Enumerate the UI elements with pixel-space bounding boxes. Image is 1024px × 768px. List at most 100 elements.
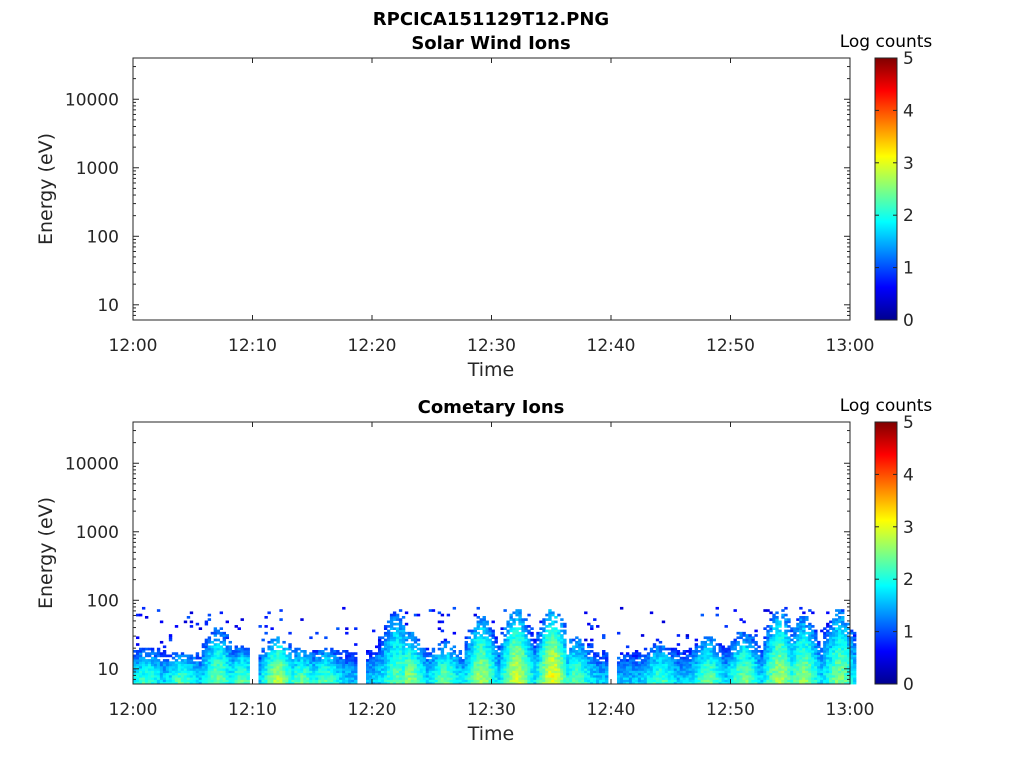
heatmap-cell <box>521 677 525 680</box>
heatmap-cell <box>246 654 250 658</box>
heatmap-cell <box>521 668 525 671</box>
heatmap-cell <box>694 654 699 658</box>
heatmap-cell <box>709 650 713 653</box>
heatmap-cell <box>207 647 212 651</box>
heatmap-cell <box>380 677 385 680</box>
heatmap-cell <box>772 652 776 655</box>
heatmap-cell <box>805 652 809 655</box>
heatmap-cell <box>784 681 788 685</box>
heatmap-cell <box>354 670 358 674</box>
heatmap-cell <box>757 654 761 658</box>
heatmap-cell <box>318 677 322 680</box>
heatmap-cell <box>817 643 821 646</box>
heatmap-cell <box>243 681 247 685</box>
heatmap-cell <box>488 654 492 658</box>
heatmap-cell <box>294 663 298 667</box>
heatmap-cell <box>494 668 498 671</box>
x-axis-label: Time <box>467 359 515 381</box>
heatmap-cell <box>282 640 286 644</box>
heatmap-cell <box>327 665 331 669</box>
heatmap-cell <box>742 631 746 635</box>
heatmap-cell <box>380 650 385 653</box>
heatmap-cell <box>584 659 588 662</box>
heatmap-cell <box>718 668 722 671</box>
heatmap-cell <box>682 656 687 660</box>
heatmap-cell <box>213 656 218 660</box>
heatmap-cell <box>781 615 785 619</box>
heatmap-cell <box>312 659 316 662</box>
heatmap-cell <box>485 647 489 651</box>
heatmap-cell <box>330 665 334 669</box>
heatmap-cell <box>852 663 857 667</box>
heatmap-cell <box>578 643 582 646</box>
heatmap-cell <box>560 661 564 664</box>
heatmap-cell <box>440 613 445 617</box>
heatmap-cell <box>383 679 388 683</box>
heatmap-cell <box>655 663 660 667</box>
heatmap-cell <box>506 674 510 678</box>
heatmap-cell <box>679 674 684 678</box>
heatmap-cell <box>488 663 492 667</box>
heatmap-cell <box>748 643 752 646</box>
heatmap-cell <box>425 670 430 674</box>
heatmap-cell <box>503 677 507 680</box>
heatmap-cell <box>333 663 337 667</box>
heatmap-cell <box>784 629 788 633</box>
heatmap-cell <box>207 613 212 617</box>
heatmap-cell <box>841 677 845 680</box>
heatmap-cell <box>234 663 238 667</box>
heatmap-cell <box>823 668 827 671</box>
heatmap-cell <box>440 665 445 669</box>
heatmap-cell <box>634 665 639 669</box>
heatmap-cell <box>464 668 468 671</box>
heatmap-cell <box>422 677 427 680</box>
heatmap-cell <box>506 672 510 676</box>
heatmap-cell <box>437 659 442 662</box>
heatmap-cell <box>449 674 454 678</box>
heatmap-cell <box>198 627 203 630</box>
heatmap-cell <box>213 661 218 664</box>
heatmap-cell <box>637 661 642 664</box>
heatmap-cell <box>345 627 349 630</box>
heatmap-cell <box>515 609 519 612</box>
heatmap-cell <box>691 668 696 671</box>
heatmap-cell <box>386 643 391 646</box>
heatmap-cell <box>712 652 716 655</box>
heatmap-cell <box>386 663 391 667</box>
heatmap-cell <box>587 679 591 683</box>
heatmap-cell <box>847 631 851 635</box>
heatmap-cell <box>521 647 525 651</box>
heatmap-cell <box>542 652 546 655</box>
heatmap-cell <box>503 652 507 655</box>
heatmap-cell <box>458 679 463 683</box>
heatmap-cell <box>342 606 346 610</box>
heatmap-cell <box>395 647 400 651</box>
heatmap-cell <box>413 659 418 662</box>
heatmap-cell <box>563 645 567 649</box>
heatmap-cell <box>204 645 209 649</box>
heatmap-cell <box>324 670 328 674</box>
heatmap-cell <box>775 618 779 621</box>
heatmap-cell <box>324 679 328 683</box>
heatmap-cell <box>554 620 558 624</box>
heatmap-cell <box>380 659 385 662</box>
heatmap-cell <box>560 665 564 669</box>
heatmap-cell <box>518 652 522 655</box>
heatmap-cell <box>832 677 836 680</box>
heatmap-cell <box>736 672 740 676</box>
heatmap-cell <box>392 677 397 680</box>
heatmap-cell <box>491 645 495 649</box>
heatmap-cell <box>700 674 705 678</box>
heatmap-cell <box>383 638 388 642</box>
heatmap-cell <box>539 645 543 649</box>
heatmap-cell <box>201 677 206 680</box>
heatmap-cell <box>772 654 776 658</box>
heatmap-cell <box>551 665 555 669</box>
heatmap-cell <box>572 674 576 678</box>
heatmap-cell <box>509 677 513 680</box>
heatmap-cell <box>422 650 427 653</box>
heatmap-cell <box>303 656 307 660</box>
heatmap-cell <box>709 636 713 640</box>
heatmap-cell <box>835 670 839 674</box>
heatmap-cell <box>183 672 188 676</box>
